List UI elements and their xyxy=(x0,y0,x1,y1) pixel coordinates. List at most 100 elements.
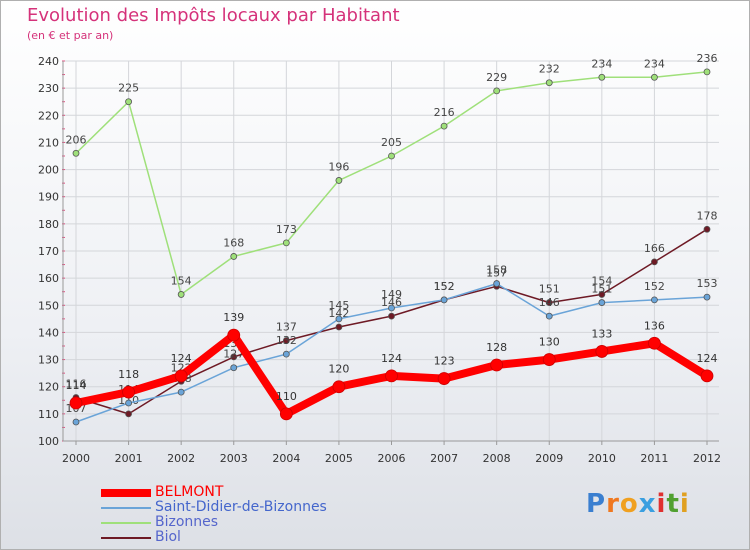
data-point xyxy=(648,336,661,350)
x-tick-label: 2002 xyxy=(167,452,195,465)
legend-item-bizonnes: Bizonnes xyxy=(101,515,327,530)
data-label: 158 xyxy=(486,264,507,277)
data-point xyxy=(440,122,448,130)
data-point xyxy=(282,337,290,344)
legend-item-belmont: BELMONT xyxy=(101,485,327,500)
data-point xyxy=(595,345,609,358)
data-point xyxy=(703,68,711,76)
data-point xyxy=(542,353,556,366)
x-tick-label: 2000 xyxy=(62,452,90,465)
legend-item-saint-didier: Saint-Didier-de-Bizonnes xyxy=(101,500,327,515)
data-point xyxy=(335,323,343,331)
logo-letter: t xyxy=(666,489,680,519)
y-tick-label: 110 xyxy=(38,408,59,421)
data-label: 127 xyxy=(223,348,244,361)
data-label: 118 xyxy=(118,368,139,381)
x-tick-label: 2004 xyxy=(272,452,300,465)
legend-swatch-saint-didier xyxy=(101,506,151,509)
legend-swatch-bizonnes xyxy=(101,521,151,524)
legend-item-biol: Biol xyxy=(101,530,327,545)
data-point xyxy=(72,418,80,426)
data-label: 110 xyxy=(276,390,297,403)
y-tick-label: 150 xyxy=(38,299,59,312)
y-tick-label: 180 xyxy=(38,218,59,231)
legend-swatch-belmont xyxy=(101,488,151,497)
data-label: 116 xyxy=(66,378,87,391)
data-point xyxy=(493,280,501,287)
data-label: 229 xyxy=(486,71,507,84)
data-point xyxy=(545,299,553,306)
data-point xyxy=(177,291,185,298)
x-tick-label: 2007 xyxy=(430,452,458,465)
data-point xyxy=(174,369,188,383)
data-label: 132 xyxy=(276,334,297,347)
legend-label-saint-didier: Saint-Didier-de-Bizonnes xyxy=(155,499,327,515)
data-label: 232 xyxy=(539,63,560,76)
logo-letter: x xyxy=(638,489,657,519)
y-tick-label: 160 xyxy=(38,272,59,285)
data-label: 216 xyxy=(434,106,455,119)
legend-label-biol: Biol xyxy=(155,529,181,545)
data-label: 139 xyxy=(223,311,244,324)
data-label: 149 xyxy=(381,288,402,301)
data-label: 168 xyxy=(223,236,244,249)
data-point xyxy=(598,291,606,298)
data-label: 152 xyxy=(434,280,455,293)
logo-letter: P xyxy=(586,489,607,519)
y-tick-label: 220 xyxy=(38,109,59,122)
data-point xyxy=(335,177,343,184)
x-tick-label: 2008 xyxy=(483,452,511,465)
data-point xyxy=(230,253,238,260)
data-label: 133 xyxy=(591,327,612,340)
data-point xyxy=(72,149,80,157)
y-tick-label: 130 xyxy=(38,354,59,367)
data-point xyxy=(545,312,553,320)
data-point xyxy=(335,315,343,323)
data-label: 173 xyxy=(276,223,297,236)
y-tick-label: 120 xyxy=(38,381,59,394)
data-label: 123 xyxy=(434,355,455,368)
x-tick-label: 2012 xyxy=(693,452,721,465)
data-point xyxy=(125,410,132,418)
proxiti-logo: Proxiti xyxy=(586,489,690,519)
data-label: 206 xyxy=(66,133,87,146)
data-label: 124 xyxy=(697,352,718,365)
data-point xyxy=(388,312,395,320)
x-tick-label: 2006 xyxy=(378,452,406,465)
data-point xyxy=(651,296,658,304)
y-tick-label: 240 xyxy=(38,55,59,68)
data-label: 196 xyxy=(328,160,349,173)
data-label: 152 xyxy=(434,280,455,293)
x-tick-label: 2001 xyxy=(115,452,143,465)
data-point xyxy=(437,372,451,385)
x-tick-label: 2010 xyxy=(588,452,616,465)
logo-letter: r xyxy=(606,489,620,519)
data-point xyxy=(490,358,504,372)
data-point xyxy=(230,364,238,372)
data-label: 234 xyxy=(644,57,665,70)
data-point xyxy=(700,369,714,383)
chart-title: Evolution des Impôts locaux par Habitant xyxy=(27,5,400,26)
data-point xyxy=(385,369,398,383)
y-tick-label: 190 xyxy=(38,191,59,204)
x-tick-label: 2009 xyxy=(535,452,563,465)
data-point xyxy=(703,225,711,233)
data-label: 146 xyxy=(381,296,402,309)
data-label: 128 xyxy=(486,341,507,354)
data-label: 154 xyxy=(591,274,612,287)
data-label: 145 xyxy=(328,299,349,312)
data-label: 152 xyxy=(644,280,665,293)
data-label: 151 xyxy=(539,283,560,296)
data-point xyxy=(493,87,501,95)
legend-label-bizonnes: Bizonnes xyxy=(155,514,219,530)
data-label: 234 xyxy=(591,57,612,70)
legend-swatch-biol xyxy=(101,536,151,539)
data-label: 114 xyxy=(66,379,87,392)
logo-letter: i xyxy=(679,489,690,519)
data-label: 157 xyxy=(486,266,507,279)
data-label: 151 xyxy=(591,283,612,296)
data-point xyxy=(177,388,185,396)
x-tick-label: 2003 xyxy=(220,452,248,465)
